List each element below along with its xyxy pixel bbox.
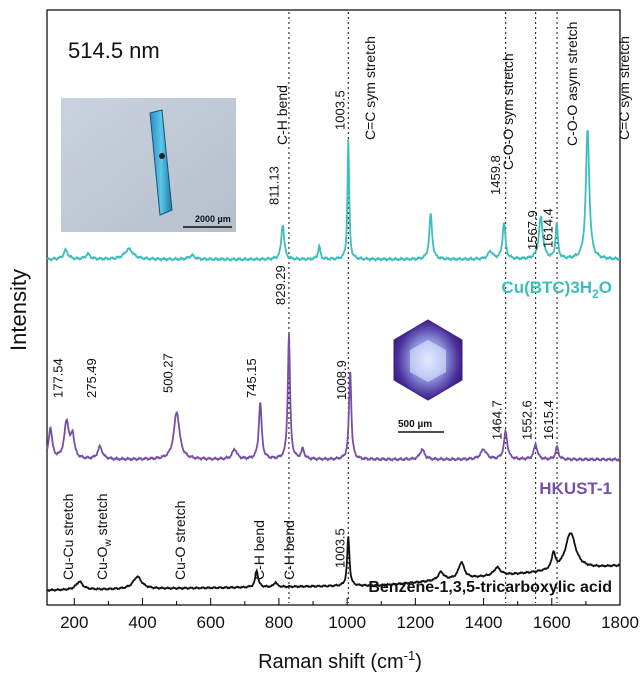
peak-label: 1003.5 [332,528,347,568]
band-annotation: C-H bend [274,85,290,145]
peak-label: 745.15 [244,358,259,398]
peak-label: 1552.6 [520,400,535,440]
band-annotation: C=C sym stretch [616,36,632,140]
band-annotation: Cu-O stretch [172,501,188,580]
series-label-btc-acid: Benzene-1,3,5-tricarboxylic acid [368,579,612,596]
x-tick-label: 200 [60,613,88,632]
inset-photo-crystal: 2000 µm [61,98,236,232]
vertical-marker-lines [288,12,558,603]
inset-scale-label-2: 500 µm [398,419,432,430]
x-tick-label: 1400 [465,613,503,632]
peak-label: 829.29 [273,265,288,305]
band-annotation: C-O-O sym stretch [500,53,516,170]
spectrum-lines [46,130,621,592]
band-annotation: C-O-O asym stretch [564,22,580,146]
x-axis-ticks: 200 400 600 800 1000 1200 1400 1600 1800 [60,598,639,632]
band-annotation: C=C sym stretch [362,36,378,140]
inset-photo-hkust: 500 µm [393,319,463,433]
x-tick-label: 800 [265,613,293,632]
peak-label: 1459.8 [488,155,503,195]
band-annotations: C-H bend C=C sym stretch C-O-O sym stretch… [60,22,632,580]
band-annotation: Cu-Ow stretch [94,493,114,580]
chart-title: 514.5 nm [68,38,160,63]
band-annotation: C-H bend [281,520,297,580]
peak-label: 275.49 [84,358,99,398]
peak-labels: 811.13 1003.5 1459.8 1567.9 1614.4 177.54 275.… [51,90,556,568]
spectrum-line-1 [46,333,621,462]
inset-scale-label-1: 2000 µm [195,214,231,224]
peak-label: 1464.7 [490,400,505,440]
peak-label: 500.27 [161,353,176,393]
plot-frame [46,9,621,606]
peak-label: 1003.5 [332,90,347,130]
x-tick-label: 600 [197,613,225,632]
peak-label: 1614.4 [541,208,556,248]
series-label-cu-btc: Cu(BTC)3H2O [501,278,612,301]
peak-label: 811.13 [267,166,282,205]
x-tick-label: 1800 [601,613,639,632]
y-axis-label: Intensity [6,269,31,351]
peak-label: 1615.4 [541,400,556,440]
band-annotation: C-H bend [251,520,267,580]
band-annotation: Cu-Cu stretch [60,494,76,580]
series-label-hkust: HKUST-1 [539,479,612,498]
peak-label: 177.54 [51,358,66,398]
peak-label: 1008.9 [334,360,349,400]
x-tick-label: 400 [128,613,156,632]
x-axis-label: Raman shift (cm-1) [258,648,422,673]
spectrum-line-2 [46,532,621,592]
peak-label: 1567.9 [525,210,540,250]
x-tick-label: 1200 [396,613,434,632]
x-tick-label: 1000 [328,613,366,632]
x-tick-label: 1600 [533,613,571,632]
spectrum-line-0 [46,130,621,263]
